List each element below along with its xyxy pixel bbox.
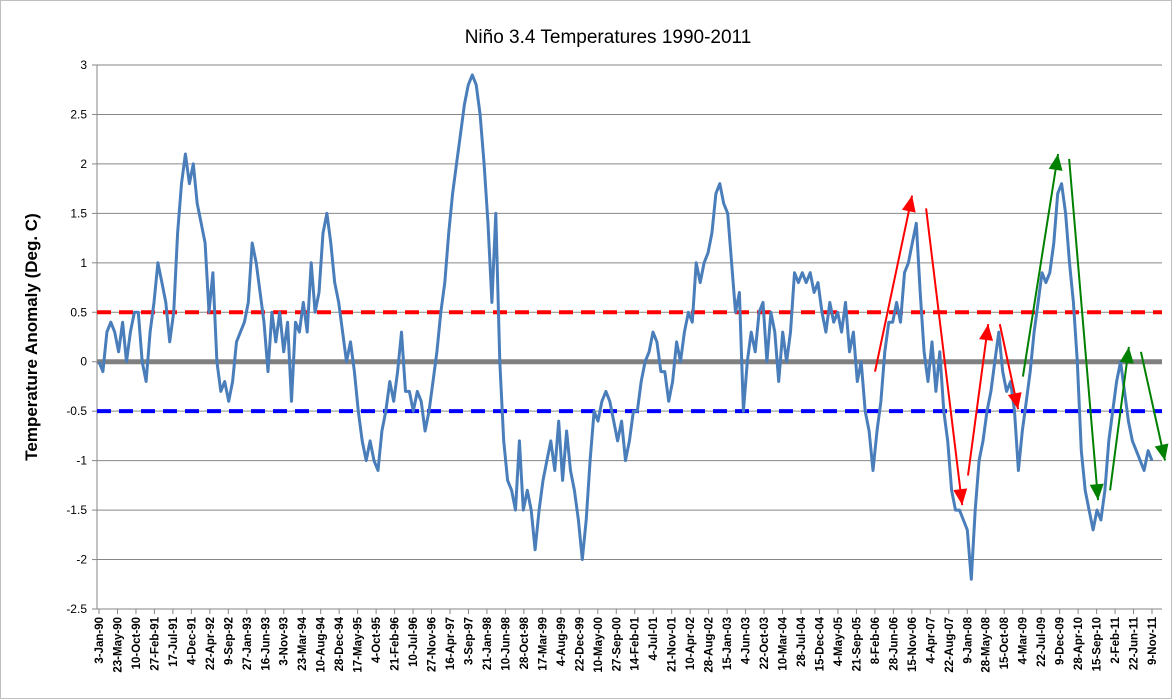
x-tick-label: 23-Mar-94 [297, 616, 309, 670]
x-tick-label: 4-Apr-07 [925, 617, 937, 664]
x-tick-label: 4-Mar-09 [1018, 617, 1030, 664]
x-tick-label: 22-Oct-03 [759, 617, 771, 669]
y-axis-label: Temperature Anomaly (Deg. C) [22, 213, 41, 461]
x-tick-label: 9-Dec-09 [1055, 617, 1067, 665]
x-tick-label: 28-Aug-02 [704, 617, 716, 673]
x-tick-label: 4-Oct-95 [371, 616, 383, 663]
annotation-arrow [1021, 153, 1060, 377]
y-tick-label: 2.5 [70, 107, 87, 121]
y-tick-label: -2.5 [66, 602, 87, 616]
arrowhead [1048, 154, 1063, 171]
arrowhead [1119, 346, 1134, 364]
x-tick-label: 9-Jan-08 [962, 616, 974, 663]
x-tick-label: 10-Oct-90 [131, 617, 143, 669]
x-tick-label: 21-Jan-98 [482, 616, 494, 670]
x-tick-label: 3-Jan-90 [94, 617, 106, 664]
x-tick-label: 2-Feb-11 [1110, 616, 1122, 663]
x-tick-label: 4-Jul-01 [648, 616, 660, 660]
x-tick-label: 17-May-95 [353, 616, 365, 672]
series-line [97, 73, 1154, 581]
x-tick-label: 21-Nov-01 [667, 616, 679, 672]
x-tick-label: 28-Jun-06 [888, 617, 900, 671]
x-tick-label: 28-Apr-10 [1073, 617, 1085, 670]
x-tick-label: 4-Jun-03 [741, 617, 753, 664]
x-tick-label: 22-Jun-11 [1129, 616, 1141, 670]
x-tick-label: 14-Feb-01 [630, 616, 642, 670]
chart-title: Niño 3.4 Temperatures 1990-2011 [465, 27, 752, 48]
x-tick-label: 15-Oct-08 [999, 616, 1011, 669]
y-tick-label: 0 [80, 355, 87, 369]
y-tick-label: 2 [80, 157, 87, 171]
x-tick-label: 4-May-05 [833, 616, 845, 666]
x-tick-label: 10-Aug-94 [316, 616, 328, 672]
y-tick-label: 0.5 [70, 305, 87, 319]
x-tick-label: 10-Jun-98 [500, 616, 512, 670]
y-tick-label: 1.5 [70, 206, 87, 220]
x-tick-label: 28-Oct-98 [519, 616, 531, 669]
x-tick-label: 28-Dec-94 [334, 616, 346, 671]
x-tick-label: 27-Jan-93 [242, 617, 254, 670]
annotation-arrow [1068, 158, 1100, 501]
x-tick-label: 3-Nov-93 [279, 617, 291, 666]
x-tick-label: 8-Feb-06 [870, 617, 882, 664]
x-tick-label: 23-May-90 [112, 617, 124, 673]
annotation-arrow [874, 195, 914, 372]
x-tick-label: 15-Sep-10 [1092, 617, 1104, 671]
annotation-arrow [925, 208, 964, 506]
annotation-arrow [966, 324, 990, 476]
x-tick-label: 15-Nov-06 [907, 617, 919, 672]
x-tick-label: 4-Dec-91 [186, 616, 198, 665]
arrowhead [1154, 443, 1169, 461]
y-tick-label: -1.5 [66, 503, 87, 517]
arrowhead [1007, 392, 1022, 410]
x-tick-label: 10-Jul-96 [408, 617, 420, 667]
x-tick-label: 16-Apr-97 [445, 617, 457, 670]
y-tick-label: -1 [76, 454, 87, 468]
y-tick-label: 3 [80, 58, 87, 72]
x-tick-label: 27-Nov-96 [427, 617, 439, 672]
x-tick-label: 22-Jul-09 [1036, 617, 1048, 667]
x-tick-label: 17-Mar-99 [537, 617, 549, 671]
x-tick-label: 27-Feb-91 [149, 616, 161, 670]
x-tick-label: 28-May-08 [981, 616, 993, 672]
x-tick-label: 28-Jul-04 [796, 616, 808, 666]
x-tick-label: 21-Feb-96 [390, 617, 402, 671]
x-tick-label: 22-Apr-92 [205, 617, 217, 670]
annotation-arrow [1139, 351, 1166, 461]
x-tick-label: 15-Jan-03 [722, 617, 734, 670]
x-tick-label: 16-Jun-93 [260, 617, 272, 671]
arrowhead [979, 324, 994, 341]
x-tick-label: 9-Nov-11 [1147, 616, 1159, 665]
x-tick-label: 15-Dec-04 [814, 616, 826, 671]
x-tick-label: 22-Dec-99 [574, 617, 586, 671]
arrowhead [1089, 483, 1104, 501]
annotation-arrow [1109, 346, 1130, 491]
y-tick-label: -0.5 [66, 404, 87, 418]
x-tick-label: 10-Mar-04 [778, 616, 790, 670]
x-tick-label: 10-May-00 [593, 617, 605, 673]
x-tick-label: 4-Aug-99 [556, 617, 568, 666]
x-tick-label: 3-Sep-97 [463, 617, 475, 665]
x-tick-label: 10-Apr-02 [685, 617, 697, 670]
y-tick-label: -2 [76, 553, 87, 567]
arrowhead [901, 195, 916, 213]
x-tick-label: 21-Sep-05 [851, 616, 863, 671]
x-tick-label: 17-Jul-91 [168, 616, 180, 666]
x-tick-label: 22-Aug-07 [944, 617, 956, 673]
x-tick-label: 27-Sep-00 [611, 617, 623, 671]
y-tick-label: 1 [80, 256, 87, 270]
x-tick-label: 9-Sep-92 [223, 617, 235, 665]
arrowhead [953, 488, 968, 506]
